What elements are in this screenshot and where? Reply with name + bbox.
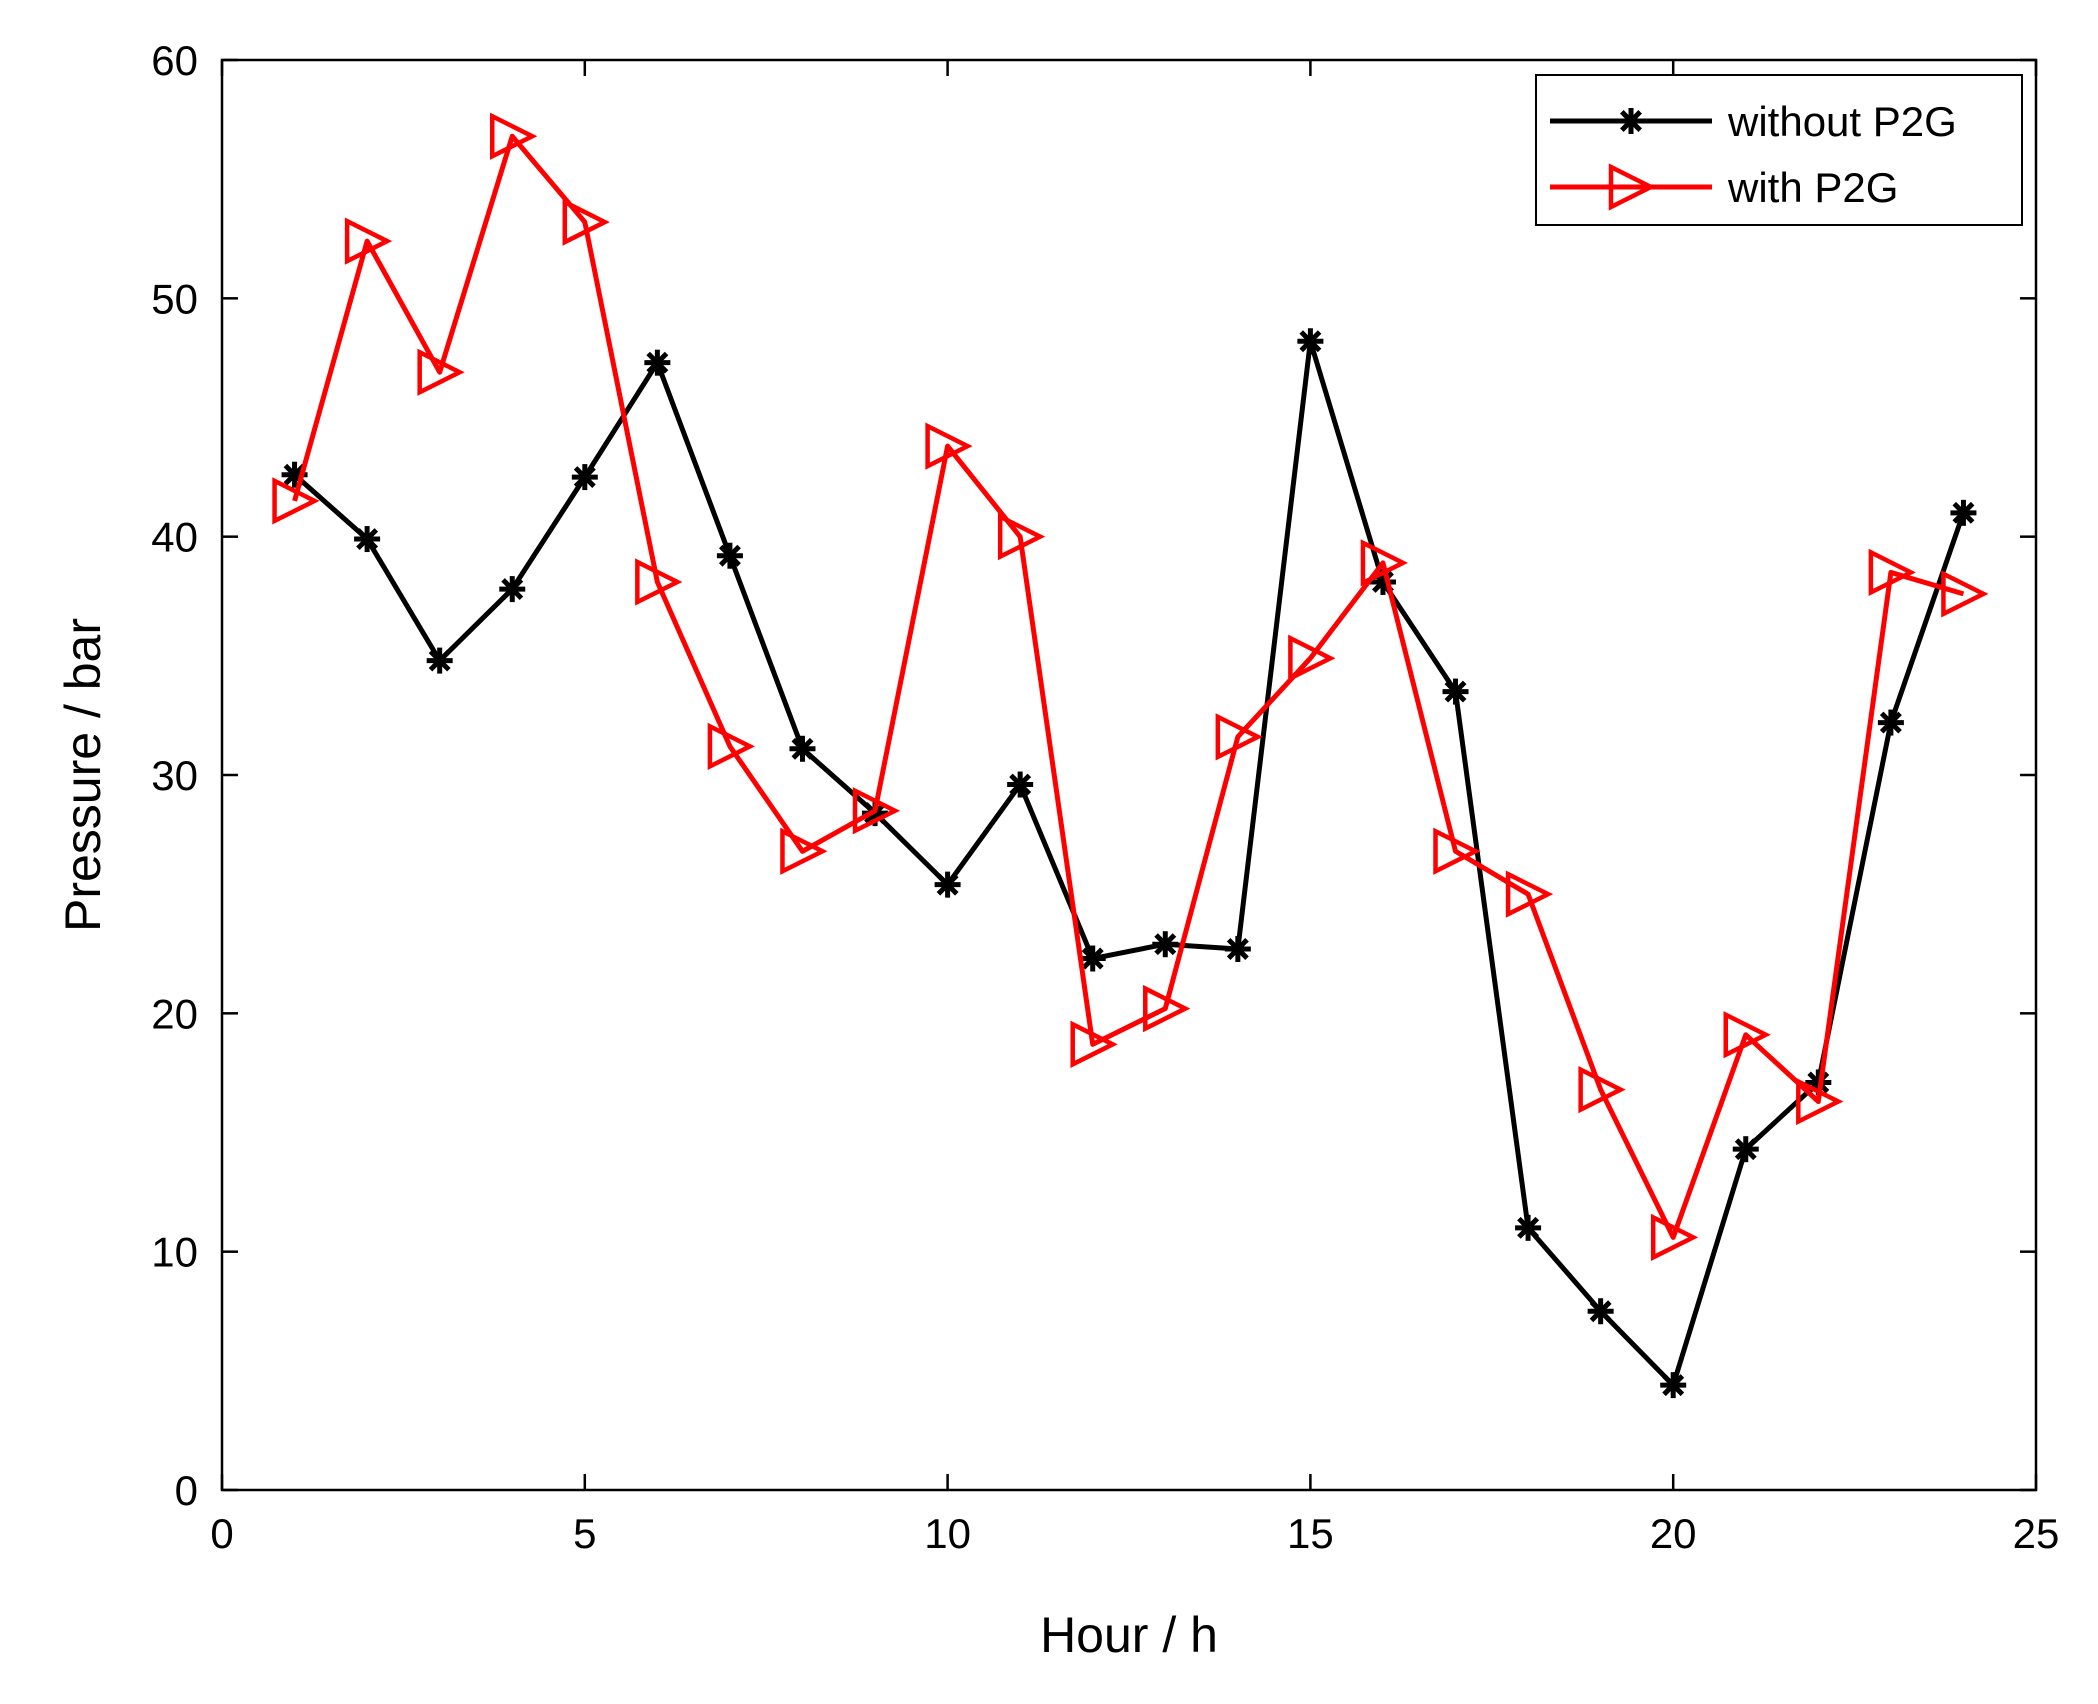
x-tick-label: 10 (924, 1510, 971, 1557)
data-point (1079, 945, 1106, 972)
data-point (1433, 827, 1481, 875)
data-point (997, 513, 1046, 561)
axes-frame (220, 58, 2038, 1492)
y-tick-label: 40 (151, 514, 198, 561)
data-point (1288, 634, 1336, 682)
data-point (925, 422, 973, 470)
data-point (571, 464, 598, 491)
data-point (1868, 548, 1916, 597)
y-tick-label: 0 (175, 1467, 198, 1514)
data-point (354, 526, 381, 553)
data-point (1224, 935, 1251, 962)
data-point (1650, 1213, 1699, 1262)
y-tick-label: 30 (151, 752, 198, 799)
series-without-p2g (281, 328, 1977, 1399)
data-point (344, 217, 393, 265)
data-point (934, 871, 961, 898)
data-point (1442, 678, 1469, 705)
data-point (426, 647, 453, 674)
y-tick-label: 50 (151, 275, 198, 322)
data-point (1877, 709, 1904, 736)
data-point (1360, 539, 1408, 587)
data-point (499, 576, 526, 603)
data-point (272, 477, 320, 525)
legend-label: without P2G (1727, 98, 1957, 145)
legend-item: with P2G (1550, 163, 1898, 211)
legend-marker (1618, 108, 1644, 134)
data-point (707, 722, 755, 771)
data-point (1796, 1077, 1844, 1126)
legend-item: without P2G (1550, 98, 1957, 145)
data-point (1660, 1372, 1687, 1399)
series-with-p2g (272, 112, 1989, 1262)
legend-marker (1608, 163, 1657, 211)
legend-box (1535, 74, 2023, 226)
data-point (1007, 771, 1034, 798)
x-tick-label: 20 (1650, 1510, 1697, 1557)
y-tick-label: 20 (151, 990, 198, 1037)
data-point (780, 827, 828, 875)
legend: without P2G with P2G (1535, 74, 2023, 226)
data-point (417, 348, 465, 396)
data-point (635, 558, 683, 606)
axis-ticks: 0 5 10 15 20 25 0 10 20 30 40 50 60 (151, 37, 2059, 1557)
x-tick-label: 5 (573, 1510, 596, 1557)
data-point (1505, 870, 1554, 918)
data-point (1732, 1136, 1759, 1163)
data-point (1950, 499, 1977, 526)
y-tick-label: 10 (151, 1229, 198, 1276)
data-point (1152, 931, 1179, 958)
x-tick-label: 0 (210, 1510, 233, 1557)
data-point (1070, 1020, 1118, 1068)
data-point (1143, 984, 1191, 1033)
series-layer (272, 112, 1989, 1399)
data-point (789, 735, 816, 762)
data-point (1578, 1065, 1626, 1114)
data-point (562, 198, 610, 246)
y-axis-title: Pressure / bar (55, 618, 111, 932)
data-point (1297, 328, 1324, 355)
series-line (292, 338, 1966, 1388)
data-point (489, 112, 538, 160)
data-point (1515, 1214, 1542, 1241)
legend-label: with P2G (1727, 164, 1898, 211)
data-point (1587, 1298, 1614, 1325)
x-tick-label: 25 (2013, 1510, 2060, 1557)
data-point (852, 787, 901, 835)
x-axis-title: Hour / h (1040, 1607, 1218, 1663)
data-point (1215, 713, 1263, 761)
data-point (716, 542, 743, 569)
data-point (644, 349, 671, 376)
y-tick-label: 60 (151, 37, 198, 84)
data-point (1723, 1011, 1771, 1059)
data-point (1941, 570, 1989, 618)
x-tick-label: 15 (1287, 1510, 1334, 1557)
